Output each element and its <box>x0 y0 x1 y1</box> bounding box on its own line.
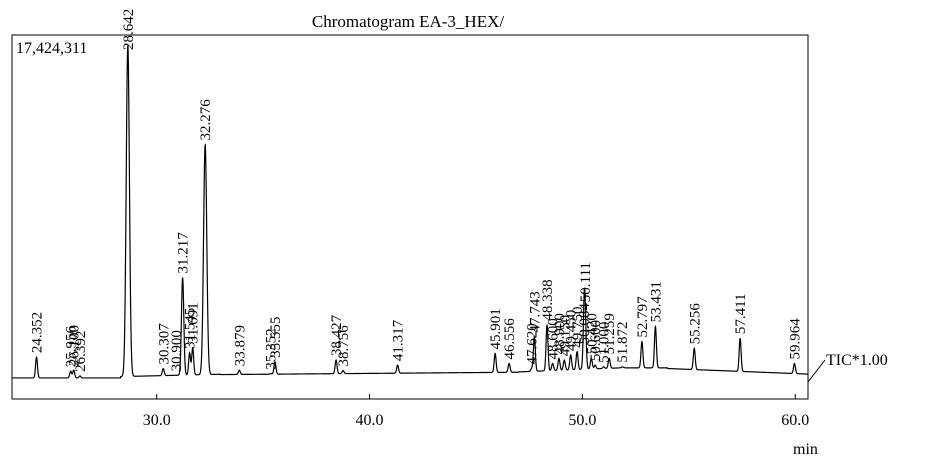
peak-label: 51.000 <box>597 322 613 363</box>
peak-label: 25.956 <box>64 325 80 367</box>
peak-label: 31.217 <box>176 232 192 274</box>
peak-label: 53.431 <box>648 281 664 322</box>
peak-label: 50.600 <box>588 320 604 361</box>
trace-label: TIC*1.00 <box>826 352 888 369</box>
peak-label: 59.964 <box>787 318 803 360</box>
peak-label: 51.259 <box>602 313 618 354</box>
peak-label: 35.555 <box>268 317 284 358</box>
peak-label: 48.338 <box>540 279 556 320</box>
tic-trace <box>12 45 809 379</box>
tic-trace-line <box>12 45 809 379</box>
peak-label: 32.276 <box>198 99 214 141</box>
peak-label: 50.420 <box>584 313 600 354</box>
peak-label: 45.901 <box>488 308 504 349</box>
max-intensity-label: 17,424,311 <box>16 40 87 57</box>
peak-label: 26.392 <box>73 331 89 372</box>
x-tick-label: 60.0 <box>781 412 809 429</box>
x-axis: 30.0 40.0 50.0 60.0 <box>143 394 809 429</box>
peak-label: 35.352 <box>264 328 280 369</box>
peak-label: 49.150 <box>557 315 573 356</box>
peak-label: 49.450 <box>564 310 580 351</box>
peak-label: 33.879 <box>232 325 248 366</box>
plot-frame <box>11 34 809 400</box>
peak-label: 48.900 <box>552 313 568 354</box>
peak-label: 26.100 <box>67 325 83 366</box>
peak-label: 31.691 <box>186 302 202 343</box>
peak-label: 30.307 <box>156 323 172 365</box>
peak-label: 47.743 <box>527 291 543 332</box>
peak-label: 30.900 <box>169 330 185 371</box>
peak-label: 28.642 <box>121 9 137 50</box>
peak-label: 50.084 <box>577 303 593 345</box>
peak-label: 38.427 <box>329 314 345 356</box>
peak-label: 55.256 <box>687 303 703 345</box>
x-tick-label: 50.0 <box>568 412 596 429</box>
x-tick-label: 40.0 <box>356 412 384 429</box>
trace-tag: TIC*1.00 <box>807 352 888 383</box>
x-tick-label: 30.0 <box>143 412 171 429</box>
x-axis-label: min <box>793 441 818 458</box>
trace-tag-leader <box>807 359 826 383</box>
peak-label: 49.750 <box>570 306 586 347</box>
peak-label: 38.756 <box>336 325 352 367</box>
peak-label: 24.352 <box>29 312 45 353</box>
peak-label: 48.600 <box>546 318 562 359</box>
peak-label: 51.872 <box>615 322 631 363</box>
peak-label: 52.797 <box>635 296 651 338</box>
peak-label: 31.545 <box>183 308 199 349</box>
peak-label: 46.556 <box>502 318 518 360</box>
peak-label: 41.317 <box>391 319 407 361</box>
chart-title: Chromatogram EA-3_HEX/ <box>312 12 504 31</box>
peak-label: 50.111 <box>578 262 594 302</box>
peak-label: 57.411 <box>733 293 749 334</box>
peak-label: 47.620 <box>525 323 541 364</box>
